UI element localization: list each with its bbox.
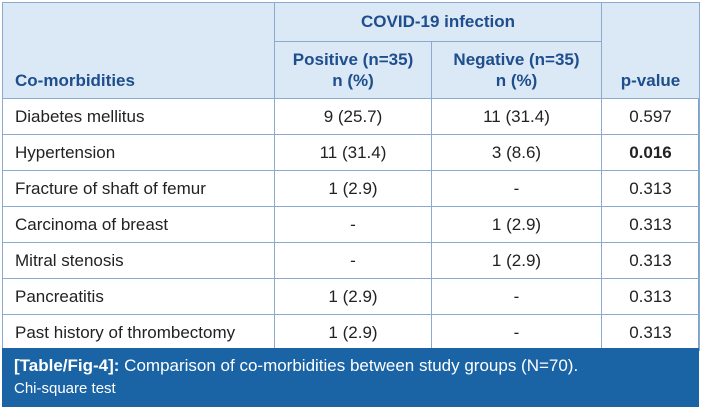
caption-title: [Table/Fig-4]: Comparison of co-morbidit…: [14, 354, 689, 378]
caption-note: Chi-square test: [14, 380, 116, 397]
cell-comorbidity: Pancreatitis: [2, 278, 275, 315]
cell-pvalue: 0.597: [601, 98, 700, 135]
table-row: Diabetes mellitus 9 (25.7) 11 (31.4) 0.597: [2, 98, 700, 135]
cell-positive: 11 (31.4): [274, 134, 432, 171]
table-header: Co-morbidities COVID-19 infection p-valu…: [2, 2, 700, 99]
header-negative: Negative (n=35) n (%): [431, 41, 602, 99]
cell-comorbidity: Carcinoma of breast: [2, 206, 275, 243]
table-row: Pancreatitis 1 (2.9) -0.313: [2, 278, 700, 315]
header-comorbidities: Co-morbidities: [2, 2, 275, 99]
cell-pvalue: 0.313: [601, 278, 700, 315]
cell-negative: -: [431, 278, 602, 315]
comorbidities-table: Co-morbidities COVID-19 infection p-valu…: [2, 2, 700, 351]
cell-negative: 1 (2.9): [431, 206, 602, 243]
table-row: Hypertension 11 (31.4) 3 (8.6) 0.016: [2, 134, 700, 171]
cell-positive: 1 (2.9): [274, 314, 432, 351]
table-row: Fracture of shaft of femur 1 (2.9) -0.313: [2, 170, 700, 207]
figure-caption: [Table/Fig-4]: Comparison of co-morbidit…: [2, 348, 699, 407]
header-negative-line1: Negative (n=35): [453, 50, 580, 69]
table-body: Diabetes mellitus 9 (25.7) 11 (31.4) 0.597 H…: [2, 98, 700, 351]
cell-comorbidity: Hypertension: [2, 134, 275, 171]
header-negative-line2: n (%): [495, 71, 538, 90]
header-pvalue: p-value: [601, 2, 700, 99]
cell-negative: 1 (2.9): [431, 242, 602, 279]
caption-text: Comparison of co-morbidities between stu…: [119, 356, 579, 375]
cell-pvalue: 0.313: [601, 206, 700, 243]
header-positive-line2: n (%): [332, 71, 374, 90]
header-covid-infection: COVID-19 infection: [274, 2, 602, 42]
cell-negative: -: [431, 170, 602, 207]
cell-negative: 3 (8.6): [431, 134, 602, 171]
cell-negative: 11 (31.4): [431, 98, 602, 135]
header-positive-line1: Positive (n=35): [292, 50, 414, 69]
cell-comorbidity: Diabetes mellitus: [2, 98, 275, 135]
cell-negative: -: [431, 314, 602, 351]
cell-comorbidity: Past history of thrombectomy: [2, 314, 275, 351]
cell-positive: -: [274, 206, 432, 243]
header-positive: Positive (n=35) n (%): [274, 41, 432, 99]
cell-positive: -: [274, 242, 432, 279]
cell-pvalue: 0.313: [601, 314, 700, 351]
cell-pvalue: 0.016: [601, 134, 700, 171]
cell-positive: 9 (25.7): [274, 98, 432, 135]
cell-pvalue: 0.313: [601, 242, 700, 279]
table-row: Carcinoma of breast -1 (2.9) 0.313: [2, 206, 700, 243]
cell-comorbidity: Mitral stenosis: [2, 242, 275, 279]
table-row: Past history of thrombectomy 1 (2.9) -0.31…: [2, 314, 700, 351]
cell-positive: 1 (2.9): [274, 278, 432, 315]
cell-comorbidity: Fracture of shaft of femur: [2, 170, 275, 207]
cell-pvalue: 0.313: [601, 170, 700, 207]
table-row: Mitral stenosis -1 (2.9) 0.313: [2, 242, 700, 279]
cell-positive: 1 (2.9): [274, 170, 432, 207]
caption-label: [Table/Fig-4]:: [14, 356, 120, 375]
